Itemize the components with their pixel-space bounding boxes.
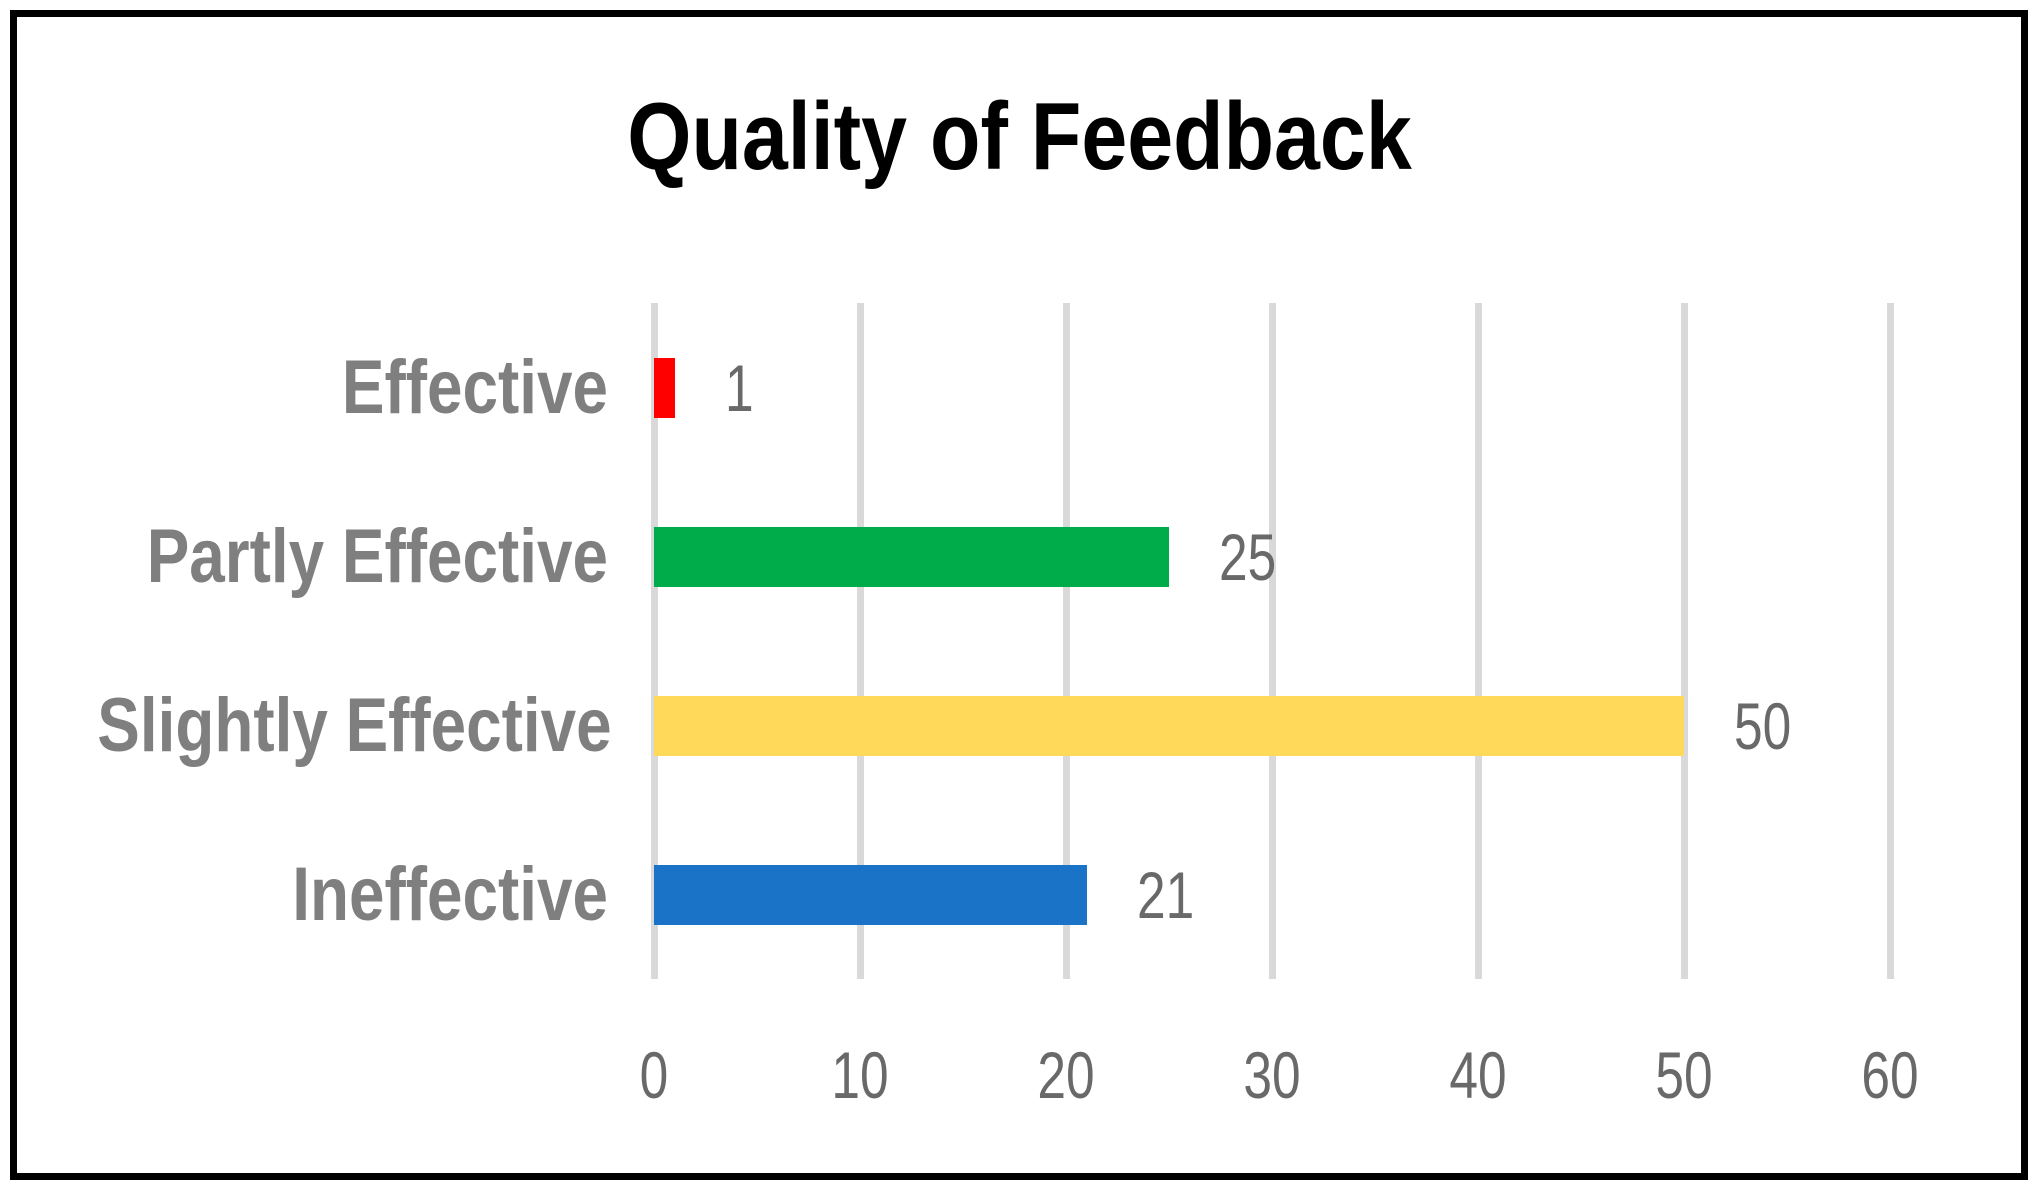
- chart-title: Quality of Feedback: [627, 83, 1412, 190]
- value-label-slightly-effective: 50: [1734, 688, 1792, 763]
- value-label-ineffective: 21: [1136, 857, 1194, 932]
- bar-partly-effective: [654, 526, 1169, 587]
- bar-ineffective: [654, 864, 1087, 925]
- x-axis-tick-label-20: 20: [1037, 1038, 1095, 1112]
- gridline-x-40: [1474, 303, 1482, 979]
- gridline-x-60: [1886, 303, 1894, 979]
- value-label-effective: 1: [724, 350, 754, 425]
- x-axis-tick-label-50: 50: [1655, 1038, 1713, 1112]
- bar-effective: [654, 357, 675, 418]
- x-axis-tick-label-0: 0: [639, 1038, 669, 1112]
- gridline-x-0: [650, 303, 658, 979]
- x-axis-tick-label-40: 40: [1449, 1038, 1507, 1112]
- x-axis-tick-label-10: 10: [831, 1038, 889, 1112]
- category-label-ineffective: Ineffective: [292, 851, 608, 937]
- x-axis-tick-label-30: 30: [1243, 1038, 1301, 1112]
- gridline-x-30: [1268, 303, 1276, 979]
- category-label-effective: Effective: [341, 344, 608, 430]
- bar-slightly-effective: [654, 695, 1684, 756]
- gridline-x-10: [856, 303, 864, 979]
- gridline-x-20: [1062, 303, 1070, 979]
- x-axis-tick-label-60: 60: [1861, 1038, 1919, 1112]
- chart-frame: [10, 10, 2028, 1180]
- gridline-x-50: [1680, 303, 1688, 979]
- value-label-partly-effective: 25: [1219, 519, 1277, 594]
- category-label-partly-effective: Partly Effective: [146, 513, 608, 599]
- category-label-slightly-effective: Slightly Effective: [97, 682, 612, 768]
